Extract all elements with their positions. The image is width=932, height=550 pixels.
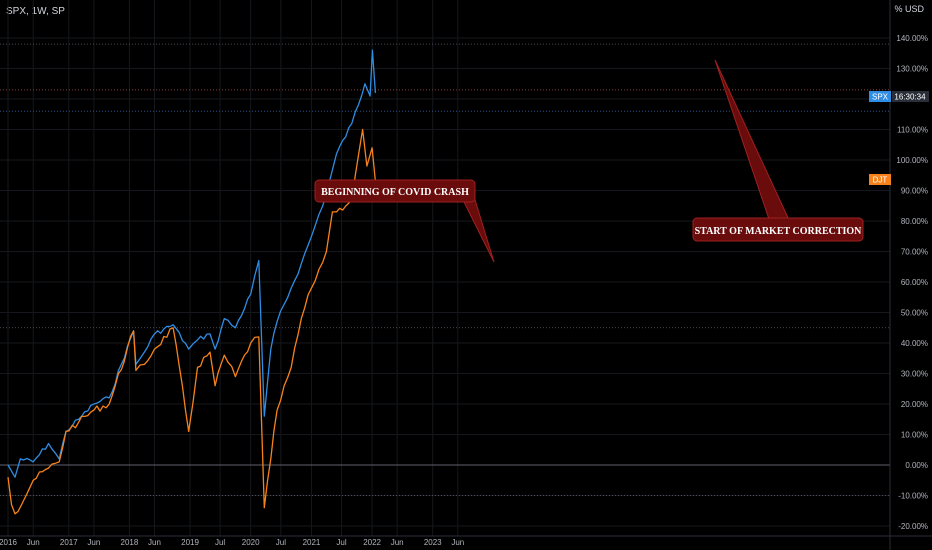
x-tick-label: Jul [215,538,225,547]
spx-badge-symbol: SPX [872,93,889,102]
correction-callout-box [692,217,864,242]
djt-price-badge: DJT [869,174,891,185]
y-tick-label: -10.00% [898,492,928,501]
spx-badge-symbol-bg [869,91,891,102]
y-tick-label: 0.00% [905,461,928,470]
y-tick-label: 70.00% [901,248,928,257]
x-tick-label: 2022 [363,538,381,547]
symbol-label: SPX, 1W, SP [6,6,65,17]
y-tick-label: -20.00% [898,522,928,531]
y-tick-label: 30.00% [901,370,928,379]
djt-badge-bg [869,174,891,185]
currency-label: % USD [894,4,924,14]
y-tick-label: 110.00% [897,126,928,135]
correction-callout-text: START OF MARKET CORRECTION [695,226,863,237]
correction-callout-pointer [714,59,791,223]
x-tick-label: 2021 [303,538,321,547]
y-tick-label: 10.00% [901,431,928,440]
y-tick-label: 50.00% [901,309,928,318]
x-tick-label: Jul [336,538,346,547]
spx-badge-time-bg [892,91,929,102]
y-tick-label: 140.00% [896,34,928,43]
y-tick-label: 90.00% [901,187,928,196]
covid-callout-box [314,179,476,203]
x-tick-label: 2019 [181,538,199,547]
x-tick-label: 2020 [242,538,260,547]
y-tick-label: 60.00% [901,278,928,287]
x-tick-label: 2017 [60,538,78,547]
covid-callout-text: BEGINNING OF COVID CRASH [321,187,469,198]
y-tick-label: 20.00% [901,400,928,409]
spx-badge-time: 16:30:34 [894,93,926,102]
x-tick-label: Jun [451,538,464,547]
x-tick-label: Jun [148,538,161,547]
x-tick-label: Jun [391,538,404,547]
djt-badge-symbol: DJT [873,176,888,185]
x-tick-label: 2016 [0,538,17,547]
covid-crash-callout: BEGINNING OF COVID CRASH [314,179,495,263]
x-tick-label: Jun [87,538,100,547]
x-tick-label: Jul [276,538,286,547]
series-layer [7,49,377,515]
axis-layer: 140.00%130.00%120.00%110.00%100.00%90.00… [0,34,928,547]
series-line-djt [7,128,377,515]
x-tick-label: Jun [27,538,40,547]
y-tick-label: 80.00% [901,217,928,226]
market-correction-callout: START OF MARKET CORRECTION [692,59,864,242]
y-tick-label: 100.00% [896,156,928,165]
x-tick-label: 2023 [424,538,442,547]
spx-price-badge: SPX 16:30:34 [869,91,929,102]
y-tick-label: 130.00% [896,65,928,74]
x-tick-label: 2018 [121,538,139,547]
y-tick-label: 40.00% [901,339,928,348]
